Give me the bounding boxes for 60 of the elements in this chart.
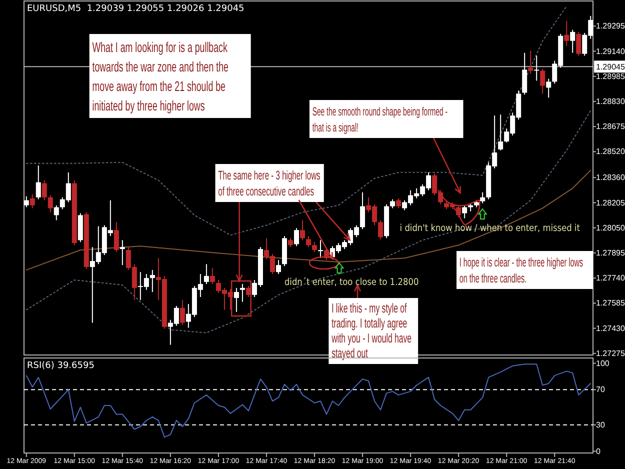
candlestick xyxy=(570,29,576,54)
y-tick-label: 1.27275 xyxy=(596,348,625,358)
candlestick xyxy=(564,20,570,46)
candlestick xyxy=(48,194,53,213)
y-tick-label: 30 xyxy=(596,420,606,430)
annotation: I hope it is clear - the three higher lows on the three candles. xyxy=(459,256,584,286)
y-tick-label: 70 xyxy=(596,385,606,394)
y-tick-label: 1.28675 xyxy=(596,122,625,132)
y-tick-label: 1.28360 xyxy=(596,173,625,182)
candlestick xyxy=(54,204,59,221)
y-tick-label: 1.28520 xyxy=(596,147,625,156)
y-tick-label: 1.27740 xyxy=(596,274,625,283)
candlestick xyxy=(396,198,402,209)
candlestick xyxy=(114,222,119,253)
y-tick-label: 1.28050 xyxy=(596,223,625,232)
y-tick-label: 1.28830 xyxy=(596,97,625,106)
candlestick xyxy=(498,114,504,151)
y-tick-label: 100 xyxy=(596,358,610,368)
candlestick xyxy=(276,260,281,274)
candlestick xyxy=(150,269,155,292)
y-tick-label: 1.28985 xyxy=(596,72,625,81)
candlestick xyxy=(480,192,486,204)
candlestick xyxy=(120,240,125,266)
candlestick xyxy=(36,164,41,200)
ref-line-label: 1.29045 xyxy=(596,62,625,72)
y-tick-label: 1.28205 xyxy=(596,198,625,208)
y-tick-label: 1.29295 xyxy=(596,22,625,31)
y-tick-label: 1.27895 xyxy=(596,248,625,258)
candlestick xyxy=(180,299,185,326)
candlestick xyxy=(300,220,305,241)
candlestick xyxy=(528,50,534,74)
candlestick xyxy=(378,220,384,240)
candlestick xyxy=(240,284,245,302)
y-tick-label: 1.27430 xyxy=(596,324,625,333)
candlestick xyxy=(534,55,540,82)
chart-title: RSI(6) 39.6595 xyxy=(27,361,94,371)
candlestick xyxy=(522,52,528,96)
candlestick xyxy=(294,228,299,247)
candlestick xyxy=(30,194,35,209)
y-tick-label: 1.29140 xyxy=(596,46,625,56)
annotation: didn´t enter, too close to 1.2800 xyxy=(284,276,419,288)
candlestick xyxy=(360,192,366,230)
candlestick xyxy=(462,204,468,219)
candlestick xyxy=(306,236,311,248)
y-tick-label: 0 xyxy=(596,446,601,456)
annotation: What I am looking for is a pullback towards the war zone and then the move away from the 21 should be initiated by three higher lows xyxy=(92,40,228,114)
candlestick xyxy=(204,264,209,285)
chart-title: EURUSD,M5 1.29039 1.29055 1.29026 1.29045 xyxy=(27,4,244,14)
annotation: See the smooth round shape being formed - that is a signal! xyxy=(312,106,448,136)
candlestick xyxy=(24,196,29,208)
annotation: I like this - my style of trading. I totally agree with you - I would have stayed out xyxy=(330,302,412,362)
candlestick xyxy=(546,78,552,98)
candlestick xyxy=(576,31,582,56)
candlestick xyxy=(42,180,47,201)
annotation: The same here - 3 higher lows of three consecutive candles xyxy=(218,170,320,200)
y-tick-label: 1.27585 xyxy=(596,298,625,308)
candlestick xyxy=(540,68,546,94)
candlestick xyxy=(210,268,215,285)
candlestick xyxy=(234,287,239,312)
candlestick xyxy=(312,242,317,253)
